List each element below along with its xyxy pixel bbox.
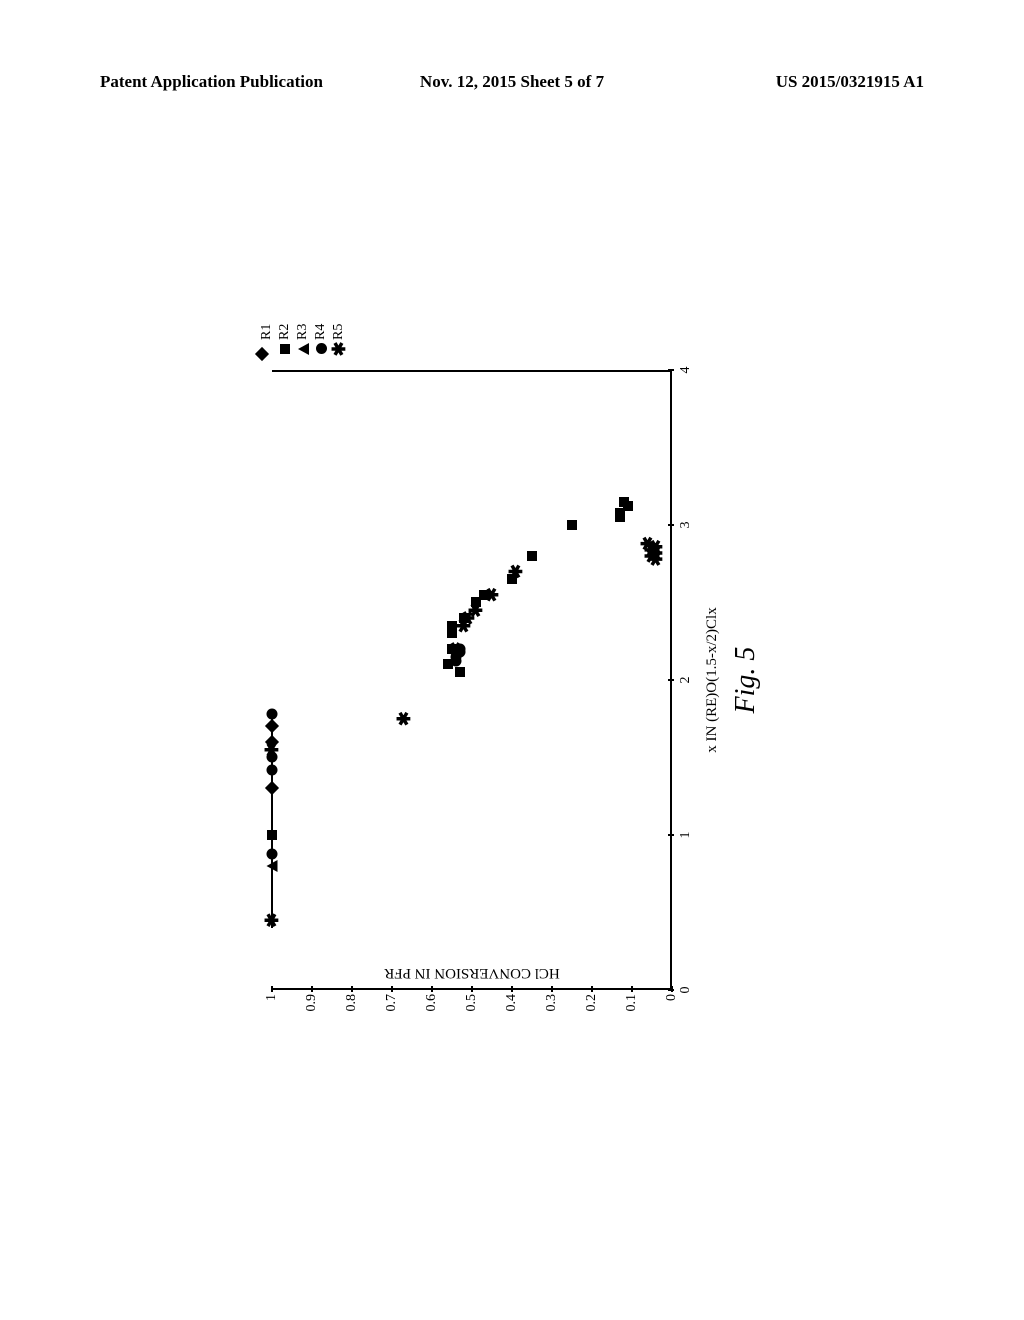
y-tick-mark	[391, 986, 393, 992]
y-tick-label: 0.2	[584, 994, 600, 1020]
figure-5-chart: HCl CONVERSION IN PFR x IN (RE)O(1.5-x/2…	[252, 270, 772, 1050]
x-axis-label: x IN (RE)O(1.5-x/2)Clx	[704, 607, 721, 752]
y-tick-mark	[311, 986, 313, 992]
plot-area	[272, 370, 672, 990]
triangle-icon	[298, 340, 309, 358]
x-tick-label: 1	[678, 832, 694, 839]
data-point-R2	[527, 551, 537, 561]
legend-label: R5	[331, 324, 347, 340]
data-point-R5: ✱	[483, 587, 501, 602]
square-icon	[280, 340, 290, 358]
legend-item: R2	[276, 324, 294, 358]
y-tick-mark	[351, 986, 353, 992]
y-tick-label: 0.9	[304, 994, 320, 1020]
x-tick-mark	[668, 369, 674, 371]
y-tick-mark	[511, 986, 513, 992]
y-tick-mark	[631, 986, 633, 992]
header-right: US 2015/0321915 A1	[776, 72, 924, 92]
x-tick-label: 2	[678, 677, 694, 684]
data-point-R5: ✱	[467, 603, 485, 618]
legend-label: R4	[313, 324, 329, 340]
data-point-R2	[455, 667, 465, 677]
legend-item: R1	[258, 324, 276, 358]
x-tick-label: 0	[678, 987, 694, 994]
y-axis-label: HCl CONVERSION IN PFR	[384, 964, 559, 981]
header-center: Nov. 12, 2015 Sheet 5 of 7	[420, 72, 604, 92]
y-tick-mark	[271, 986, 273, 992]
star-icon: ✱	[330, 340, 348, 358]
page-header: Patent Application Publication Nov. 12, …	[0, 72, 1024, 92]
x-tick-label: 3	[678, 522, 694, 529]
figure-caption: Fig. 5	[730, 647, 762, 714]
y-tick-label: 0.6	[424, 994, 440, 1020]
data-point-R2	[567, 520, 577, 530]
legend-label: R3	[295, 324, 311, 340]
legend-item: ✱R5	[330, 324, 348, 358]
y-tick-label: 0.1	[624, 994, 640, 1020]
legend-label: R2	[277, 324, 293, 340]
data-point-R5: ✱	[395, 711, 413, 726]
header-left: Patent Application Publication	[100, 72, 323, 92]
y-tick-label: 0	[664, 994, 680, 1020]
x-tick-mark	[668, 989, 674, 991]
y-tick-mark	[551, 986, 553, 992]
legend-item: R3	[294, 324, 312, 358]
x-tick-mark	[668, 524, 674, 526]
data-point-R5: ✱	[507, 564, 525, 579]
legend-item: R4	[312, 324, 330, 358]
y-tick-label: 0.8	[344, 994, 360, 1020]
y-tick-label: 0.7	[384, 994, 400, 1020]
data-point-R5: ✱	[447, 641, 465, 656]
y-tick-label: 0.4	[504, 994, 520, 1020]
y-tick-label: 0.5	[464, 994, 480, 1020]
y-tick-mark	[591, 986, 593, 992]
x-tick-mark	[668, 679, 674, 681]
x-tick-mark	[668, 834, 674, 836]
diamond-icon	[262, 340, 272, 358]
series-connector-line	[271, 711, 273, 928]
data-point-R5: ✱	[639, 536, 657, 551]
circle-icon	[316, 340, 327, 358]
y-tick-label: 1	[264, 994, 280, 1020]
data-point-R2	[619, 497, 629, 507]
y-tick-label: 0.3	[544, 994, 560, 1020]
legend-label: R1	[259, 324, 275, 340]
y-tick-mark	[431, 986, 433, 992]
legend: R1R2R3R4✱R5	[258, 324, 348, 358]
y-tick-mark	[471, 986, 473, 992]
x-tick-label: 4	[678, 367, 694, 374]
